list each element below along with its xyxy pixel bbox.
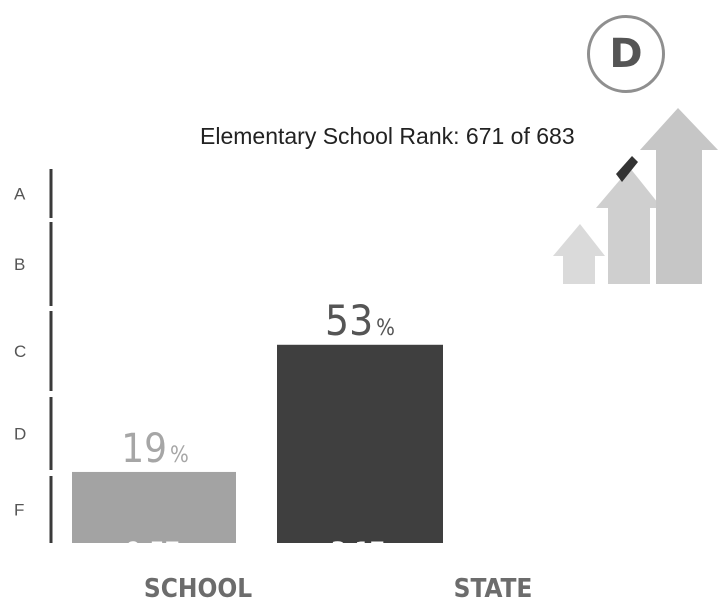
category-label: STATE [454, 574, 533, 604]
grade-scale-label: D [14, 425, 26, 444]
growth-arrows-icon [553, 108, 718, 284]
bar-state [277, 344, 443, 543]
grade-badge: D [587, 15, 665, 93]
grade-scale-label: B [14, 255, 25, 274]
grade-scale-label: C [14, 342, 26, 361]
grade-scale: A B C D F [14, 169, 53, 543]
bars: 19 % ▼9.57 % SCHOOL 53 % ▼3.17 % STATE [72, 296, 532, 604]
category-label: SCHOOL [144, 574, 252, 604]
grade-scale-label: F [14, 501, 24, 520]
change-label: ▼3.17% [314, 539, 406, 564]
value-label: 19% [121, 426, 189, 472]
grade-scale-label: A [14, 185, 26, 204]
change-label: ▼9.57% [109, 539, 201, 564]
school-rank-text: Elementary School Rank: 671 of 683 [200, 123, 575, 149]
value-label: 53% [325, 296, 395, 345]
bar-school [72, 471, 236, 543]
